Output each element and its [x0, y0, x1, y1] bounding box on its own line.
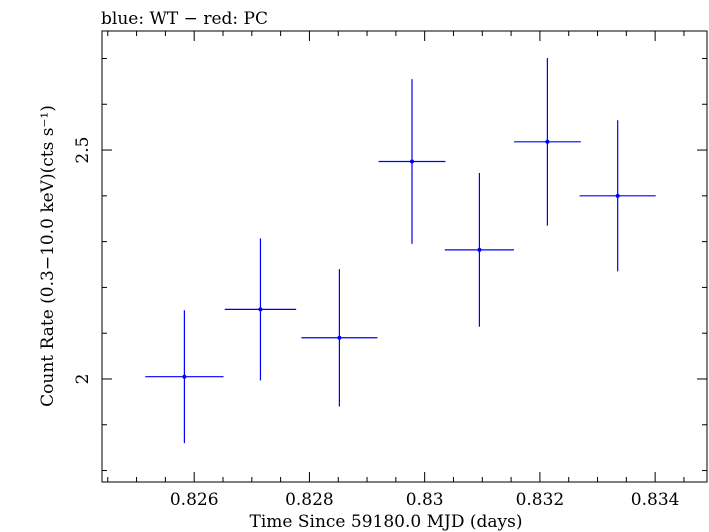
x-tick-label: 0.83	[406, 490, 444, 510]
data-point	[615, 193, 620, 198]
chart-title: blue: WT − red: PC	[101, 9, 268, 29]
data-point	[182, 374, 187, 379]
data-point	[409, 159, 414, 164]
plot-frame	[101, 30, 708, 483]
x-tick-label: 0.832	[516, 490, 565, 510]
data-point	[258, 307, 263, 312]
x-tick-label: 0.826	[170, 490, 219, 510]
data-point	[477, 247, 482, 252]
data-series	[145, 58, 656, 444]
x-tick-label: 0.834	[631, 490, 680, 510]
x-tick-label: 0.828	[285, 490, 334, 510]
data-point	[337, 335, 342, 340]
x-axis: 0.826 0.828 0.83 0.832 0.834	[107, 31, 685, 510]
y-tick-label: 2	[73, 374, 93, 385]
y-axis: 22.5	[73, 57, 707, 472]
y-tick-label: 2.5	[73, 137, 93, 164]
x-axis-label: Time Since 59180.0 MJD (days)	[250, 512, 523, 532]
data-point	[545, 139, 550, 144]
y-axis-label: Count Rate (0.3−10.0 keV)(cts s⁻¹)	[38, 105, 58, 407]
